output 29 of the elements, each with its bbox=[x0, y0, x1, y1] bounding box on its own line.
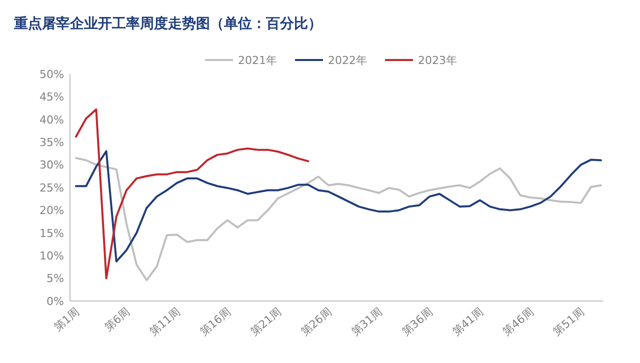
x-tick-label: 第31周 bbox=[348, 305, 385, 338]
x-tick-label: 第11周 bbox=[146, 305, 183, 338]
x-tick-label: 第16周 bbox=[197, 305, 234, 338]
y-tick-label: 30% bbox=[40, 158, 64, 172]
y-tick-label: 0% bbox=[46, 294, 64, 308]
x-tick-label: 第6周 bbox=[102, 305, 132, 334]
y-tick-label: 5% bbox=[46, 272, 64, 286]
line-series bbox=[75, 150, 602, 262]
legend-label: 2021年 bbox=[238, 54, 277, 67]
legend-label: 2022年 bbox=[328, 54, 367, 67]
y-tick-label: 25% bbox=[40, 181, 64, 194]
x-tick-label: 第51周 bbox=[550, 305, 587, 338]
x-tick-label: 第46周 bbox=[500, 305, 536, 338]
chart-title: 重点屠宰企业开工率周度走势图（单位：百分比） bbox=[13, 15, 322, 32]
y-tick-label: 35% bbox=[40, 136, 64, 149]
y-tick-label: 45% bbox=[40, 90, 64, 104]
x-tick-label: 第36周 bbox=[399, 305, 436, 338]
x-tick-label: 第41周 bbox=[450, 305, 486, 338]
line-series bbox=[75, 156, 602, 282]
y-tick-label: 10% bbox=[40, 249, 64, 262]
x-tick-label: 第1周 bbox=[51, 305, 82, 334]
y-tick-label: 20% bbox=[40, 204, 64, 218]
y-tick-label: 40% bbox=[40, 113, 64, 126]
line-series bbox=[75, 108, 310, 280]
legend-label: 2023年 bbox=[418, 54, 457, 67]
y-tick-label: 50% bbox=[40, 68, 64, 81]
x-tick-label: 第26周 bbox=[298, 305, 334, 338]
y-tick-label: 15% bbox=[40, 226, 64, 240]
x-tick-label: 第21周 bbox=[248, 305, 284, 338]
